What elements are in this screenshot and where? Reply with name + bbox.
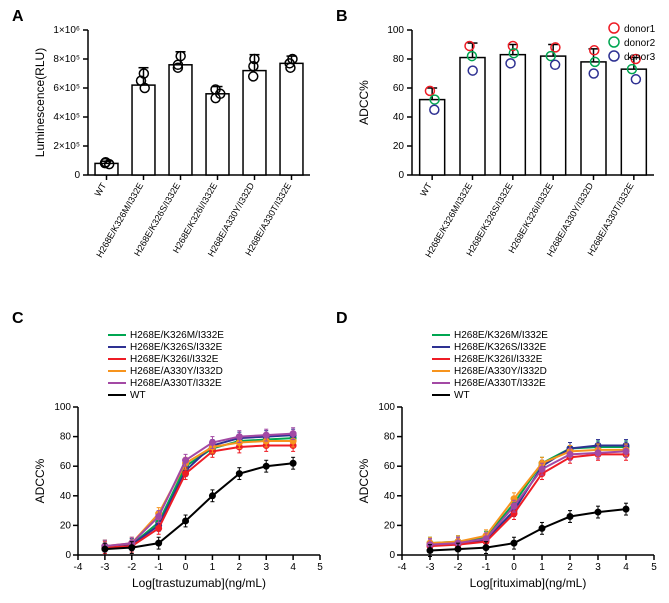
svg-text:1: 1 [539,562,545,573]
svg-text:H268E/A330Y/I332D: H268E/A330Y/I332D [454,366,547,377]
svg-text:60: 60 [393,83,405,94]
panel-b-chart: 020406080100ADCC%WTH268E/K326M/I332EH268… [354,20,664,290]
panel-c-label: C [12,310,24,328]
svg-text:Luminescence(RLU): Luminescence(RLU) [33,48,47,157]
svg-text:-2: -2 [127,562,136,573]
svg-text:2: 2 [567,562,573,573]
svg-text:40: 40 [60,491,72,502]
svg-text:H268E/A330T/I332E: H268E/A330T/I332E [454,378,546,389]
svg-text:H268E/K326S/I332E: H268E/K326S/I332E [464,181,514,258]
panel-b-label: B [336,8,348,26]
svg-text:0: 0 [398,170,404,181]
panel-d-chart: H268E/K326M/I332EH268E/K326S/I332EH268E/… [354,325,664,595]
svg-text:80: 80 [60,432,72,443]
svg-text:H268E/A330T/I332E: H268E/A330T/I332E [586,181,636,258]
svg-text:3: 3 [595,562,601,573]
svg-text:1: 1 [210,562,216,573]
svg-text:8×10⁵: 8×10⁵ [53,54,80,65]
svg-text:donor1: donor1 [624,24,656,35]
svg-text:-1: -1 [482,562,491,573]
svg-text:1×10⁶: 1×10⁶ [53,25,80,36]
svg-text:2: 2 [237,562,243,573]
svg-text:-3: -3 [426,562,435,573]
svg-text:100: 100 [387,25,404,36]
svg-text:5: 5 [317,562,323,573]
svg-text:H268E/A330Y/I332D: H268E/A330Y/I332D [130,366,223,377]
svg-text:4: 4 [623,562,629,573]
svg-text:5: 5 [651,562,657,573]
svg-text:donor3: donor3 [624,52,656,63]
svg-text:20: 20 [60,520,72,531]
svg-text:H268E/K326I/I332E: H268E/K326I/I332E [506,181,554,255]
svg-text:Log[rituximab](ng/mL): Log[rituximab](ng/mL) [470,576,587,590]
svg-text:-4: -4 [74,562,83,573]
svg-text:H268E/K326M/I332E: H268E/K326M/I332E [130,330,224,341]
svg-text:100: 100 [378,402,395,413]
panel-c-chart: H268E/K326M/I332EH268E/K326S/I332EH268E/… [30,325,330,595]
svg-text:0: 0 [65,550,71,561]
svg-text:Log[trastuzumab](ng/mL): Log[trastuzumab](ng/mL) [132,576,266,590]
svg-text:0: 0 [511,562,517,573]
svg-text:WT: WT [130,390,146,401]
svg-text:60: 60 [60,461,72,472]
svg-text:6×10⁵: 6×10⁵ [53,83,80,94]
svg-text:H268E/K326I/I332E: H268E/K326I/I332E [130,354,219,365]
svg-text:20: 20 [393,141,405,152]
svg-text:3: 3 [263,562,269,573]
svg-text:ADCC%: ADCC% [33,458,47,503]
svg-text:ADCC%: ADCC% [357,80,371,125]
svg-text:0: 0 [389,550,395,561]
svg-text:0: 0 [183,562,189,573]
svg-text:2×10⁵: 2×10⁵ [53,141,80,152]
svg-text:40: 40 [384,491,396,502]
svg-text:-3: -3 [100,562,109,573]
svg-text:80: 80 [393,54,405,65]
panel-a-label: A [12,8,24,26]
svg-text:H268E/K326M/I332E: H268E/K326M/I332E [454,330,548,341]
svg-text:4×10⁵: 4×10⁵ [53,112,80,123]
svg-text:H268E/A330T/I332E: H268E/A330T/I332E [130,378,222,389]
svg-text:0: 0 [74,170,80,181]
svg-text:100: 100 [54,402,71,413]
svg-text:donor2: donor2 [624,38,656,49]
svg-text:ADCC%: ADCC% [357,458,371,503]
svg-text:4: 4 [290,562,296,573]
svg-text:WT: WT [418,181,434,199]
panel-a-chart: 0 2×10⁵ 4×10⁵ 6×10⁵ 8×10⁵ 1×10⁶ Luminescence(R… [30,20,320,290]
svg-text:WT: WT [93,181,109,199]
svg-text:40: 40 [393,112,405,123]
svg-text:H268E/K326S/I332E: H268E/K326S/I332E [454,342,547,353]
svg-text:80: 80 [384,432,396,443]
svg-text:-1: -1 [154,562,163,573]
svg-text:H268E/K326S/I332E: H268E/K326S/I332E [130,342,223,353]
svg-text:-2: -2 [454,562,463,573]
svg-text:-4: -4 [398,562,407,573]
svg-text:WT: WT [454,390,470,401]
panel-d-label: D [336,310,348,328]
svg-text:20: 20 [384,520,396,531]
svg-text:60: 60 [384,461,396,472]
svg-text:H268E/K326I/I332E: H268E/K326I/I332E [454,354,543,365]
